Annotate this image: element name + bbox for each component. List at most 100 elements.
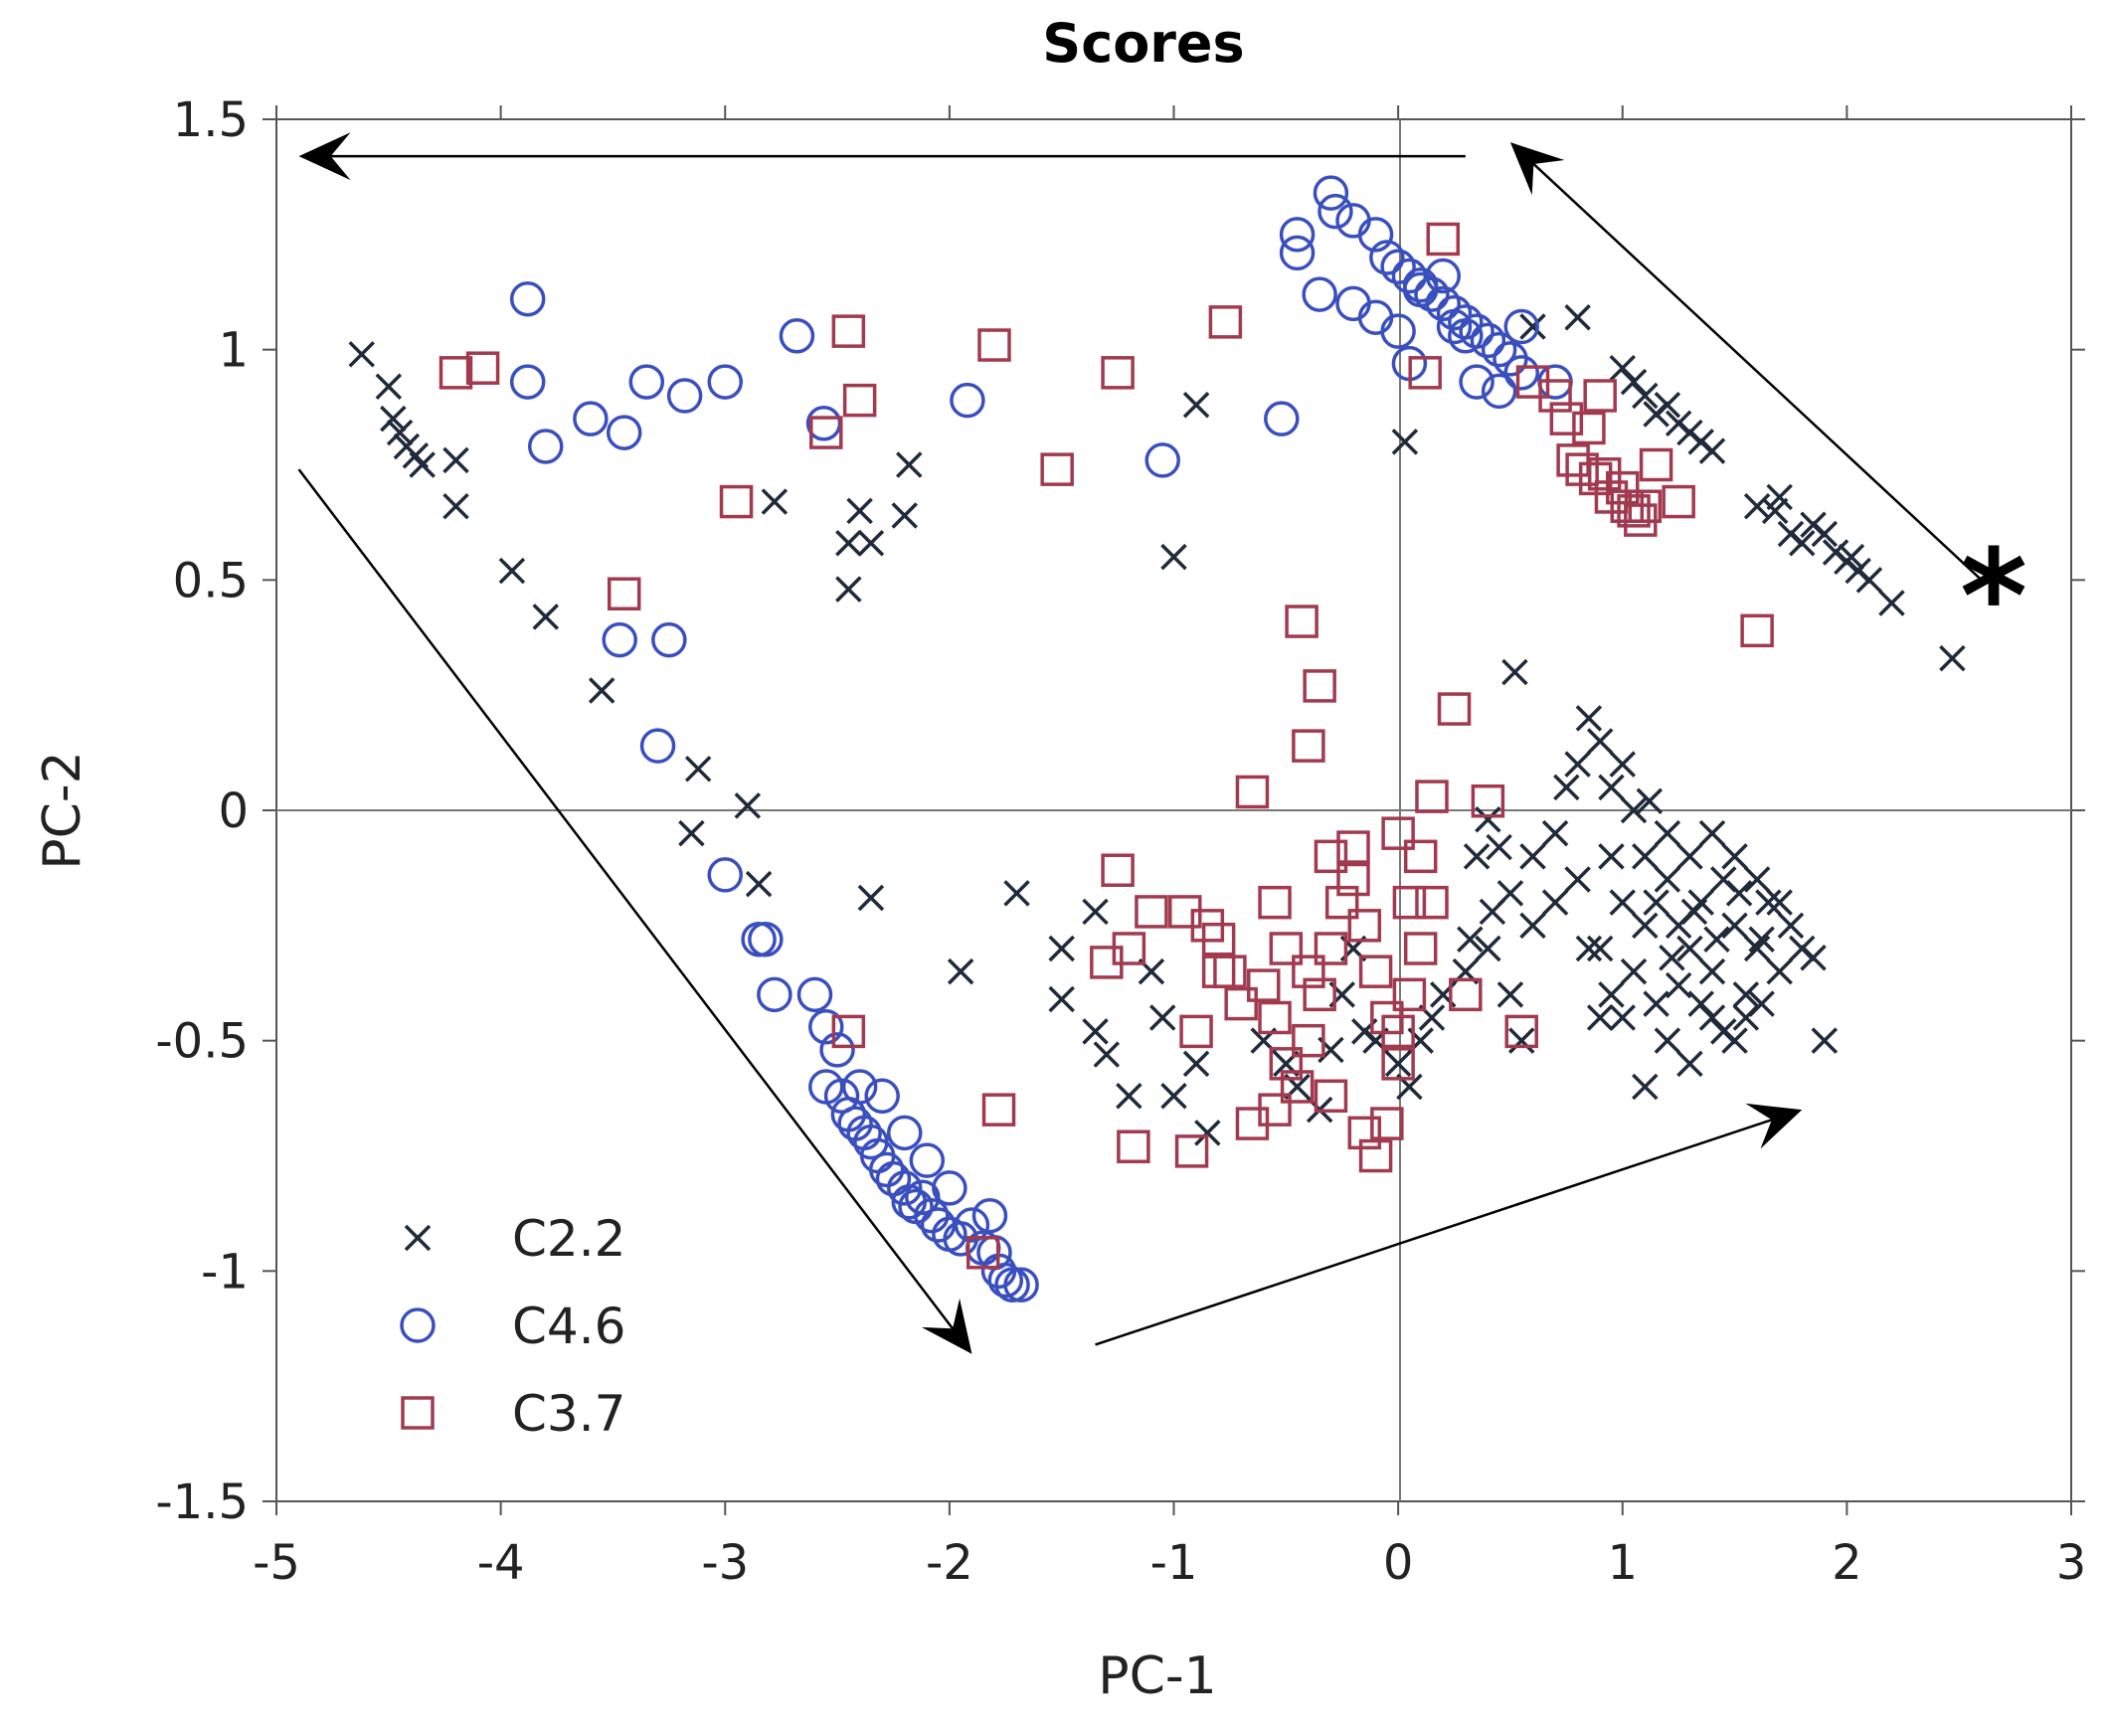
data-point xyxy=(1703,926,1730,953)
data-point xyxy=(1384,1050,1412,1078)
data-point xyxy=(1117,1129,1150,1163)
y-tick-label: 1 xyxy=(218,323,249,379)
data-points xyxy=(348,175,1966,1302)
data-point xyxy=(1710,1018,1737,1045)
data-point xyxy=(761,488,789,515)
data-point xyxy=(1538,379,1572,413)
data-point xyxy=(823,1078,860,1115)
data-point xyxy=(1586,1004,1614,1031)
data-point xyxy=(606,415,642,450)
data-point xyxy=(734,792,762,819)
data-point xyxy=(439,356,473,390)
data-point xyxy=(1224,986,1258,1021)
data-point xyxy=(1258,885,1292,920)
data-point xyxy=(1201,922,1236,956)
data-point xyxy=(1208,305,1243,339)
y-tick-label: -1 xyxy=(201,1244,249,1300)
data-point xyxy=(1314,839,1348,874)
data-point xyxy=(1449,977,1483,1012)
data-point xyxy=(914,1197,950,1234)
data-point xyxy=(1048,985,1075,1013)
y-tick-label: 0 xyxy=(218,783,249,839)
data-point xyxy=(1408,356,1442,390)
data-point xyxy=(1479,898,1506,926)
data-point xyxy=(1425,258,1461,294)
data-point xyxy=(932,1170,967,1206)
data-point xyxy=(1003,1267,1039,1302)
data-point xyxy=(1654,1027,1681,1054)
data-point xyxy=(1174,1134,1209,1168)
data-point xyxy=(532,604,559,630)
x-tick-label: 1 xyxy=(1607,1535,1638,1591)
data-point xyxy=(1475,935,1501,962)
data-point xyxy=(745,870,773,898)
data-point xyxy=(1632,1073,1659,1101)
data-point xyxy=(1201,955,1236,988)
data-point xyxy=(835,576,862,603)
data-point xyxy=(1811,1027,1839,1054)
data-point xyxy=(1380,249,1416,285)
data-point xyxy=(1519,843,1546,870)
data-point xyxy=(1676,935,1703,962)
data-point xyxy=(1575,705,1603,732)
data-point xyxy=(348,341,375,368)
data-point xyxy=(1800,945,1827,971)
data-point xyxy=(1732,981,1760,1008)
data-point xyxy=(1654,392,1681,419)
data-point xyxy=(1279,235,1316,271)
arrow xyxy=(1095,1103,1803,1346)
data-point xyxy=(1082,1018,1109,1045)
data-point xyxy=(1606,470,1640,505)
series-C3.7 xyxy=(439,222,1774,1270)
data-point xyxy=(1318,193,1353,230)
data-point xyxy=(1347,909,1382,943)
y-tick-label: -1.5 xyxy=(155,1475,249,1530)
data-point xyxy=(1519,313,1546,340)
data-point xyxy=(1144,442,1180,478)
legend-label: C2.2 xyxy=(512,1210,625,1268)
data-point xyxy=(981,1093,1016,1127)
x-axis-label: PC-1 xyxy=(1098,1647,1217,1706)
data-point xyxy=(857,884,885,912)
data-point xyxy=(1838,543,1865,571)
data-point xyxy=(1415,780,1449,813)
data-point xyxy=(1470,322,1506,359)
y-tick-label: -0.5 xyxy=(155,1014,249,1070)
x-tick-label: -2 xyxy=(926,1535,973,1591)
data-point xyxy=(1654,866,1681,893)
data-point xyxy=(857,530,885,557)
annotation-arrows xyxy=(297,132,1983,1354)
data-point xyxy=(1501,658,1528,686)
data-point xyxy=(831,1014,866,1049)
data-point xyxy=(1436,308,1473,345)
data-point xyxy=(1448,318,1484,354)
y-tick-label: 0.5 xyxy=(173,553,249,608)
legend-item-C2.2: C2.2 xyxy=(404,1210,625,1268)
data-point xyxy=(1698,957,1726,985)
data-point xyxy=(1628,489,1663,523)
arrow xyxy=(297,468,972,1354)
data-point xyxy=(1279,217,1316,253)
x-tick-label: -1 xyxy=(1150,1535,1198,1591)
data-point xyxy=(707,857,743,893)
data-point xyxy=(1481,373,1517,410)
data-point xyxy=(678,819,705,847)
data-point xyxy=(1755,889,1782,916)
data-point xyxy=(1436,294,1473,331)
data-point xyxy=(909,1142,946,1178)
data-point xyxy=(1766,957,1793,985)
y-tick-label: 1.5 xyxy=(173,92,249,148)
legend: C2.2 C4.6 C3.7 xyxy=(400,1210,625,1443)
data-point xyxy=(1101,356,1135,390)
data-point xyxy=(386,419,414,446)
data-point xyxy=(868,1151,905,1188)
data-point xyxy=(1336,862,1370,897)
data-point xyxy=(1182,1050,1210,1078)
data-point xyxy=(1381,1047,1415,1081)
data-point xyxy=(1380,313,1416,349)
data-point xyxy=(1541,819,1569,847)
data-point xyxy=(1437,692,1472,726)
data-point xyxy=(1391,429,1419,455)
data-point xyxy=(1426,222,1460,257)
data-point xyxy=(1721,843,1748,870)
